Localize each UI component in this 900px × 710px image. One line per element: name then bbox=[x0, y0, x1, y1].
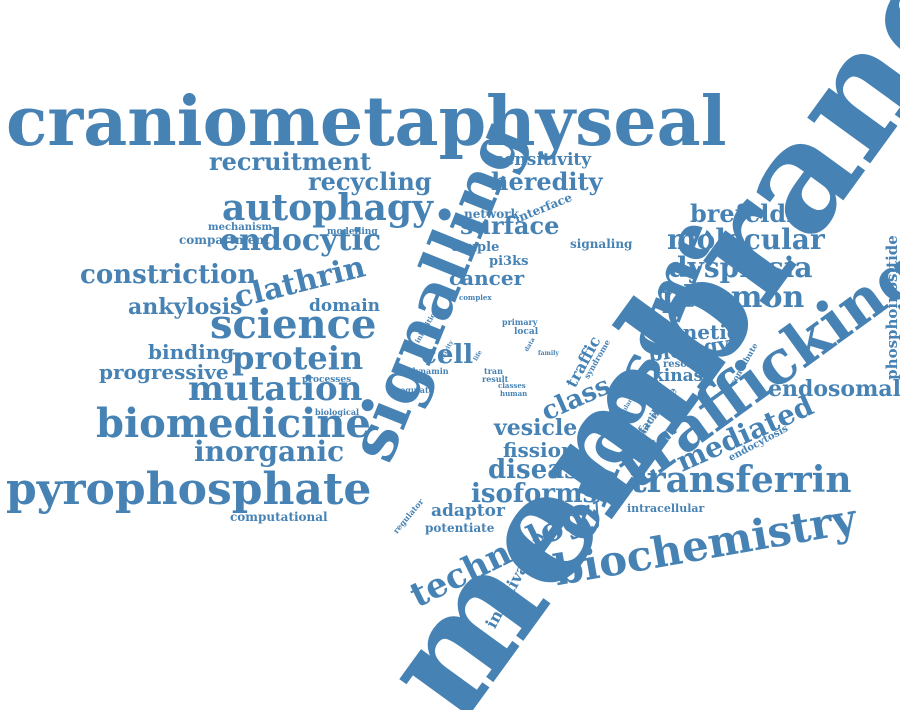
word-heredity: heredity bbox=[491, 167, 603, 196]
word-life: life bbox=[472, 349, 484, 363]
word-adaptor: adaptor bbox=[431, 501, 505, 521]
word-tran: tran bbox=[484, 366, 503, 376]
word-dynamin: dynamin bbox=[410, 366, 449, 376]
word-vesicle: vesicle bbox=[494, 415, 578, 441]
word-mechanism: mechanism bbox=[208, 222, 273, 233]
word-brefeldin: brefeldin bbox=[690, 199, 813, 228]
word-primary: primary bbox=[502, 317, 538, 327]
word-modelling: modelling bbox=[327, 227, 378, 237]
word-potentiate: potentiate bbox=[425, 521, 495, 535]
word-domain: domain bbox=[309, 296, 381, 316]
word-pi3ks: pi3ks bbox=[489, 254, 529, 269]
word-recruitment: recruitment bbox=[209, 147, 372, 176]
word-autophagy: autophagy bbox=[222, 187, 433, 229]
word-complex: complex bbox=[459, 293, 492, 302]
word-couple: couple bbox=[451, 240, 500, 255]
word-human: human bbox=[500, 389, 528, 398]
word-transferrin: transferrin bbox=[630, 459, 852, 501]
word-inorganic: inorganic bbox=[194, 435, 345, 468]
word-family: family bbox=[538, 350, 559, 357]
word-ankylosis: ankylosis bbox=[128, 294, 243, 320]
word-surface: surface bbox=[460, 211, 560, 240]
word-disease: disease bbox=[488, 455, 596, 485]
word-recycling: recycling bbox=[308, 167, 432, 196]
word-signaling: signaling bbox=[570, 237, 633, 251]
word-pyrophosphate: pyrophosphate bbox=[6, 464, 372, 515]
word-plasmon: plasmon bbox=[662, 280, 805, 315]
word-biological: biological bbox=[315, 407, 360, 417]
word-intracellular: intracellular bbox=[627, 502, 705, 515]
word-local: local bbox=[514, 327, 539, 337]
word-computational: computational bbox=[230, 510, 328, 524]
word-mutation: mutation bbox=[188, 369, 363, 409]
word-network: network bbox=[464, 207, 519, 221]
word-molecular: molecular bbox=[667, 223, 825, 256]
word-cell: cell bbox=[421, 340, 474, 370]
word-regulator: regulator bbox=[390, 496, 426, 536]
word-craniometaphyseal: craniometaphyseal bbox=[6, 82, 727, 162]
word-endosomal: endosomal bbox=[768, 376, 900, 402]
word-progressive: progressive bbox=[99, 360, 229, 384]
word-result: result bbox=[482, 374, 509, 384]
word-regulate: regulate bbox=[396, 385, 434, 395]
word-sensitivity: sensitivity bbox=[494, 150, 592, 170]
word-constriction: constriction bbox=[80, 260, 257, 290]
word-cancer: cancer bbox=[449, 266, 525, 290]
word-processes: processes bbox=[302, 375, 352, 385]
word-resolution: resolution bbox=[663, 359, 721, 370]
word-classes: classes bbox=[498, 381, 526, 390]
word-protein: protein bbox=[232, 339, 364, 377]
word-fission: fission bbox=[503, 438, 576, 462]
word-endocytic: endocytic bbox=[220, 223, 382, 258]
word-isoforms: isoforms bbox=[471, 479, 598, 509]
word-biomedicine: biomedicine bbox=[96, 400, 371, 447]
word-science: science bbox=[210, 301, 377, 348]
word-binding: binding bbox=[148, 340, 235, 364]
word-kinase: kinase bbox=[652, 366, 714, 386]
word-compartment: compartment bbox=[179, 233, 270, 247]
word-dysplasia: dysplasia bbox=[668, 251, 813, 284]
word-genetic: genetic bbox=[656, 320, 739, 344]
word-data: data bbox=[523, 336, 537, 353]
word-phosphoinositide: phosphoinositide bbox=[882, 235, 900, 380]
